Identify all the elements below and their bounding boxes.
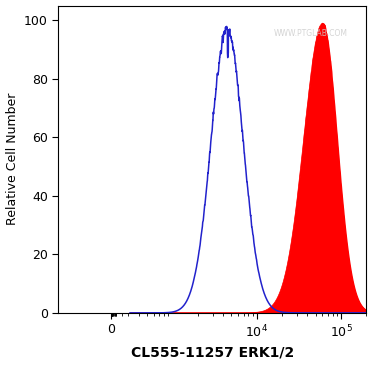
Y-axis label: Relative Cell Number: Relative Cell Number [6,93,19,226]
Text: WWW.PTGLAB.COM: WWW.PTGLAB.COM [274,29,348,38]
X-axis label: CL555-11257 ERK1/2: CL555-11257 ERK1/2 [131,345,294,360]
